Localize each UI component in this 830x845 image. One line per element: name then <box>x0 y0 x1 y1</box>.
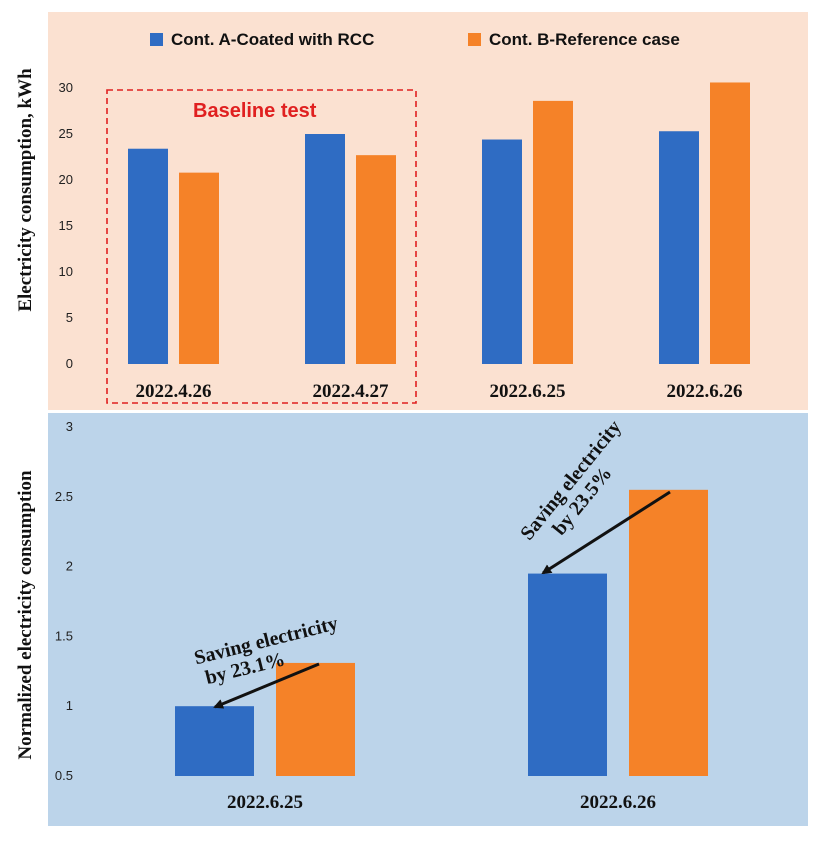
top-bar-series-b <box>179 172 219 364</box>
bottom-bar-series-a <box>528 573 607 776</box>
bottom-bar-series-a <box>175 706 254 776</box>
top-bar-series-a <box>659 131 699 364</box>
legend-label-series-a: Cont. A-Coated with RCC <box>171 30 374 49</box>
top-y-axis-label: Electricity consumption, kWh <box>15 68 36 312</box>
top-y-tick-label: 25 <box>59 126 73 141</box>
top-legend: Cont. A-Coated with RCC Cont. B-Referenc… <box>150 30 680 49</box>
top-category-label: 2022.6.25 <box>490 381 566 402</box>
annotation-2-arrow <box>541 490 671 575</box>
bottom-category-label: 2022.6.25 <box>227 792 303 813</box>
legend-swatch-series-a <box>150 33 163 46</box>
top-category-label: 2022.4.26 <box>136 381 212 402</box>
bottom-y-tick-label: 0.5 <box>55 768 73 783</box>
baseline-test-box <box>106 89 417 404</box>
bottom-y-tick-label: 1.5 <box>55 628 73 643</box>
top-category-label: 2022.4.27 <box>313 381 390 402</box>
top-y-tick-label: 10 <box>59 264 73 279</box>
bottom-y-tick-label: 1 <box>66 698 73 713</box>
top-y-tick-label: 30 <box>59 80 73 95</box>
top-bar-series-a <box>128 148 168 364</box>
top-y-tick-label: 15 <box>59 218 73 233</box>
bottom-bar-series-b <box>276 662 355 776</box>
bottom-y-tick-label: 3 <box>66 419 73 434</box>
top-y-tick-label: 20 <box>59 172 73 187</box>
annotation-1-arrow <box>213 662 320 709</box>
legend-label-series-b: Cont. B-Reference case <box>489 30 680 49</box>
bottom-category-labels: 2022.6.25 2022.6.26 <box>227 792 656 813</box>
top-bar-series-a <box>482 139 522 364</box>
bottom-bar-series-b <box>629 489 708 776</box>
bottom-y-axis-ticks: 0.5 1 1.5 2 2.5 3 <box>55 419 73 783</box>
top-y-tick-label: 5 <box>66 310 73 325</box>
top-bar-series-a <box>305 134 345 364</box>
bottom-y-tick-label: 2 <box>66 559 73 574</box>
top-category-labels: 2022.4.26 2022.4.27 2022.6.25 2022.6.26 <box>136 381 743 402</box>
top-bars <box>128 82 750 364</box>
bottom-category-label: 2022.6.26 <box>580 792 656 813</box>
top-bar-series-b <box>533 100 573 364</box>
top-bar-series-b <box>356 155 396 364</box>
top-y-tick-label: 0 <box>66 356 73 371</box>
bottom-y-tick-label: 2.5 <box>55 489 73 504</box>
bottom-bars <box>175 489 708 776</box>
top-category-label: 2022.6.26 <box>667 381 743 402</box>
top-y-axis-ticks: 0 5 10 15 20 25 30 <box>59 80 73 371</box>
bottom-y-axis-label: Normalized electricity consumption <box>15 470 36 760</box>
baseline-test-label: Baseline test <box>193 100 317 122</box>
top-bar-series-b <box>710 82 750 364</box>
legend-swatch-series-b <box>468 33 481 46</box>
